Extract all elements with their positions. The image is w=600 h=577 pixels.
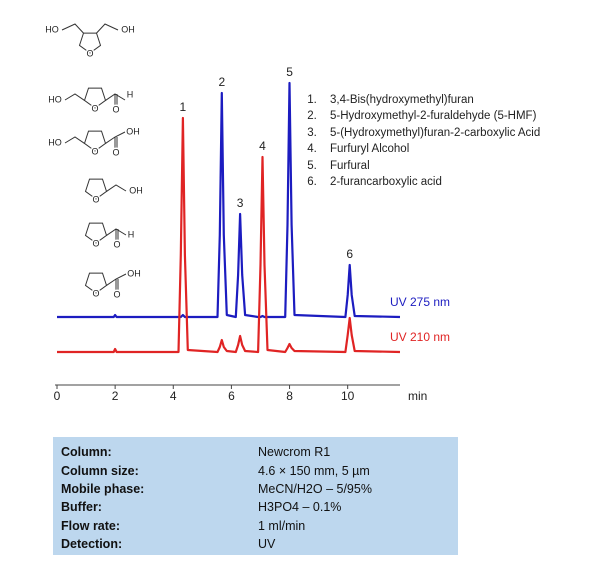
- atom-label: OH: [127, 268, 141, 278]
- compound-name: Furfuryl Alcohol: [320, 141, 540, 157]
- atom-label: HO: [48, 94, 62, 104]
- series-line: [57, 81, 401, 319]
- compound-name: 3,4-Bis(hydroxymethyl)furan: [320, 92, 540, 108]
- condition-label: Column:: [61, 445, 112, 460]
- compound-name: Furfural: [320, 158, 540, 174]
- atom-label: O: [91, 146, 98, 156]
- condition-label: Mobile phase:: [61, 481, 145, 496]
- structure: O OH O: [84, 267, 142, 301]
- table-row: Detection: UV: [61, 535, 372, 553]
- condition-label: Column size:: [61, 463, 139, 478]
- x-tick-label: 2: [112, 389, 119, 403]
- table-row: Buffer: H3PO4 – 0.1%: [61, 498, 372, 516]
- x-tick-label: 4: [170, 389, 177, 403]
- table-row: Flow rate: 1 ml/min: [61, 517, 372, 535]
- atom-label: O: [113, 239, 120, 249]
- atom-label: O: [86, 48, 93, 58]
- table-row: Column size: 4.6 × 150 mm, 5 µm: [61, 461, 372, 479]
- peak-label: 4: [259, 139, 266, 153]
- conditions-table: Column: Newcrom R1 Column size: 4.6 × 150 m…: [61, 443, 372, 553]
- structure: HO O H O: [47, 87, 135, 116]
- atom-label: O: [112, 104, 119, 114]
- condition-value: 4.6 × 150 mm, 5 µm: [258, 463, 370, 478]
- structure: O H O: [84, 222, 136, 251]
- table-row: Mobile phase: MeCN/H2O – 5/95%: [61, 480, 372, 498]
- atom-label: H: [128, 229, 135, 239]
- series-label: UV 210 nm: [390, 330, 450, 344]
- atom-label: O: [113, 289, 120, 299]
- condition-value: 1 ml/min: [258, 518, 306, 533]
- structure: HO OH O: [44, 23, 137, 60]
- structure: O OH: [84, 178, 144, 206]
- condition-value: MeCN/H2O – 5/95%: [258, 481, 372, 496]
- atom-label: O: [92, 288, 99, 298]
- peak-label: 3: [237, 196, 244, 210]
- x-tick-label: 6: [228, 389, 235, 403]
- atom-label: OH: [126, 126, 140, 136]
- condition-value: Newcrom R1: [258, 445, 331, 460]
- compound-name: 5-Hydroxymethyl-2-furaldehyde (5-HMF): [320, 108, 540, 124]
- atom-label: HO: [48, 137, 62, 147]
- atom-label: OH: [129, 185, 143, 195]
- series-label: UV 275 nm: [390, 295, 450, 309]
- condition-label: Buffer:: [61, 500, 102, 515]
- peak-label: 5: [286, 65, 293, 79]
- atom-label: H: [127, 89, 134, 99]
- condition-label: Flow rate:: [61, 518, 121, 533]
- atom-label: OH: [121, 24, 135, 34]
- peak-label: 2: [218, 75, 225, 89]
- peak-label: 6: [346, 247, 353, 261]
- structure: HO O OH O: [47, 125, 142, 159]
- x-axis-label: min: [408, 389, 427, 403]
- atom-label: HO: [45, 24, 59, 34]
- atom-label: O: [92, 194, 99, 204]
- condition-value: H3PO4 – 0.1%: [258, 500, 342, 515]
- compound-list: 3,4-Bis(hydroxymethyl)furan5-Hydroxymeth…: [300, 92, 540, 190]
- atom-label: O: [112, 147, 119, 157]
- compound-name: 5-(Hydroxymethyl)furan-2-carboxylic Acid: [320, 125, 540, 141]
- atom-label: O: [92, 238, 99, 248]
- conditions-panel: Column: Newcrom R1 Column size: 4.6 × 150 m…: [53, 437, 458, 555]
- atom-label: O: [91, 103, 98, 113]
- x-tick-label: 10: [341, 389, 355, 403]
- condition-value: UV: [258, 537, 276, 552]
- compound-name: 2-furancarboxylic acid: [320, 174, 540, 190]
- x-tick-label: 8: [286, 389, 293, 403]
- series-line: [57, 116, 401, 354]
- table-row: Column: Newcrom R1: [61, 443, 372, 461]
- condition-label: Detection:: [61, 537, 123, 552]
- peak-label: 1: [180, 100, 187, 114]
- chart: HO OH O HO O H O HO O OH O O OH O H O O …: [44, 23, 450, 403]
- x-tick-label: 0: [54, 389, 61, 403]
